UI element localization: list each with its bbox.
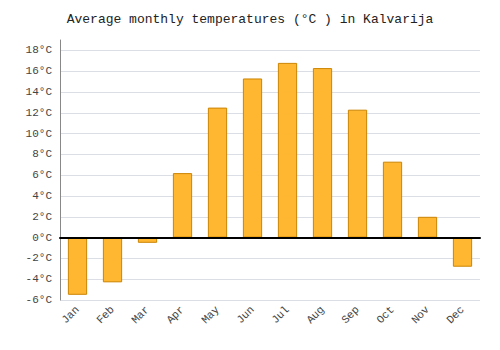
svg-text:18°C: 18°C <box>26 44 53 56</box>
svg-text:Mar: Mar <box>129 304 151 326</box>
svg-text:-2°C: -2°C <box>26 252 53 264</box>
svg-text:6°C: 6°C <box>32 169 52 181</box>
svg-text:4°C: 4°C <box>32 190 52 202</box>
svg-text:Dec: Dec <box>444 304 466 326</box>
svg-text:12°C: 12°C <box>26 107 53 119</box>
svg-text:14°C: 14°C <box>26 86 53 98</box>
svg-text:Sep: Sep <box>339 304 361 326</box>
svg-text:May: May <box>199 303 222 326</box>
svg-text:0°C: 0°C <box>32 232 52 244</box>
svg-text:Oct: Oct <box>374 304 396 326</box>
svg-text:-6°C: -6°C <box>26 294 53 306</box>
svg-text:Apr: Apr <box>164 304 186 326</box>
svg-text:16°C: 16°C <box>26 65 53 77</box>
svg-text:Jan: Jan <box>59 304 81 326</box>
svg-text:Feb: Feb <box>94 304 116 326</box>
svg-text:Nov: Nov <box>409 303 432 326</box>
svg-text:Jun: Jun <box>234 304 256 326</box>
svg-text:-4°C: -4°C <box>26 273 53 285</box>
svg-text:10°C: 10°C <box>26 128 53 140</box>
svg-text:8°C: 8°C <box>32 148 52 160</box>
svg-text:Average monthly temperatures (: Average monthly temperatures (°C ) in Ka… <box>67 12 434 27</box>
svg-text:2°C: 2°C <box>32 211 52 223</box>
svg-text:Aug: Aug <box>304 304 326 326</box>
svg-text:Jul: Jul <box>269 304 291 326</box>
